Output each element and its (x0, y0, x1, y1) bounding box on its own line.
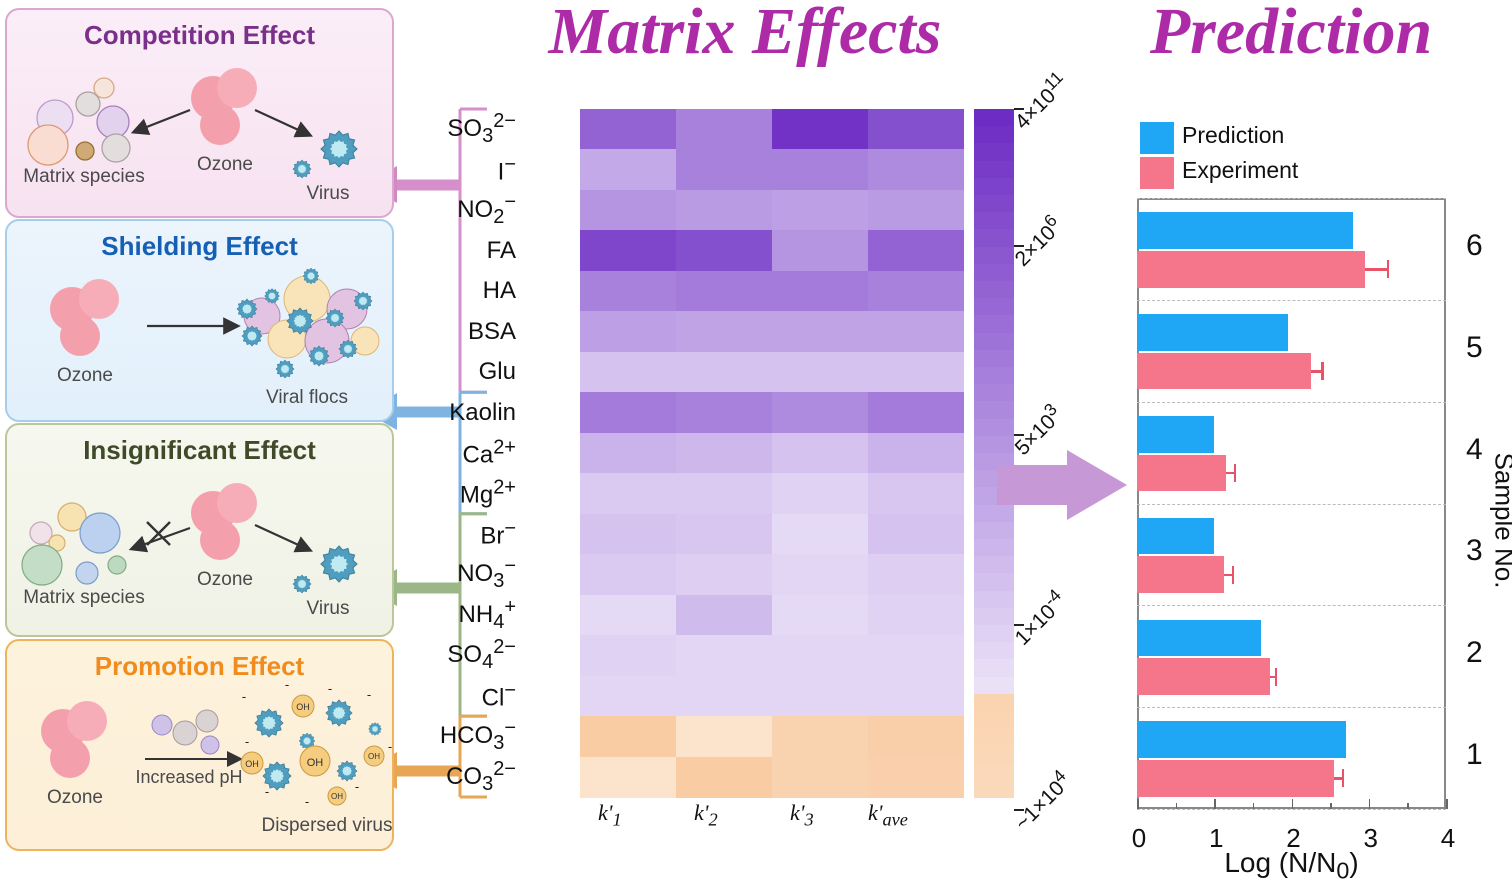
svg-text:OH: OH (296, 702, 310, 712)
svg-text:Dispersed virus: Dispersed virus (262, 815, 393, 836)
svg-text:OH: OH (245, 759, 259, 769)
svg-text:Ozone: Ozone (197, 154, 253, 175)
svg-text:Matrix species: Matrix species (23, 166, 144, 187)
svg-text:-: - (245, 734, 249, 749)
svg-text:OH: OH (307, 757, 324, 769)
svg-text:-: - (242, 689, 246, 704)
svg-text:Matrix species: Matrix species (23, 587, 144, 608)
svg-text:Increased pH: Increased pH (135, 767, 242, 787)
svg-text:-: - (265, 784, 269, 799)
svg-text:-: - (305, 794, 309, 809)
svg-text:Ozone: Ozone (57, 365, 113, 386)
svg-text:Ozone: Ozone (47, 787, 103, 808)
svg-text:-: - (328, 681, 332, 696)
svg-text:Viral flocs: Viral flocs (266, 387, 348, 408)
svg-text:Ozone: Ozone (197, 569, 253, 590)
